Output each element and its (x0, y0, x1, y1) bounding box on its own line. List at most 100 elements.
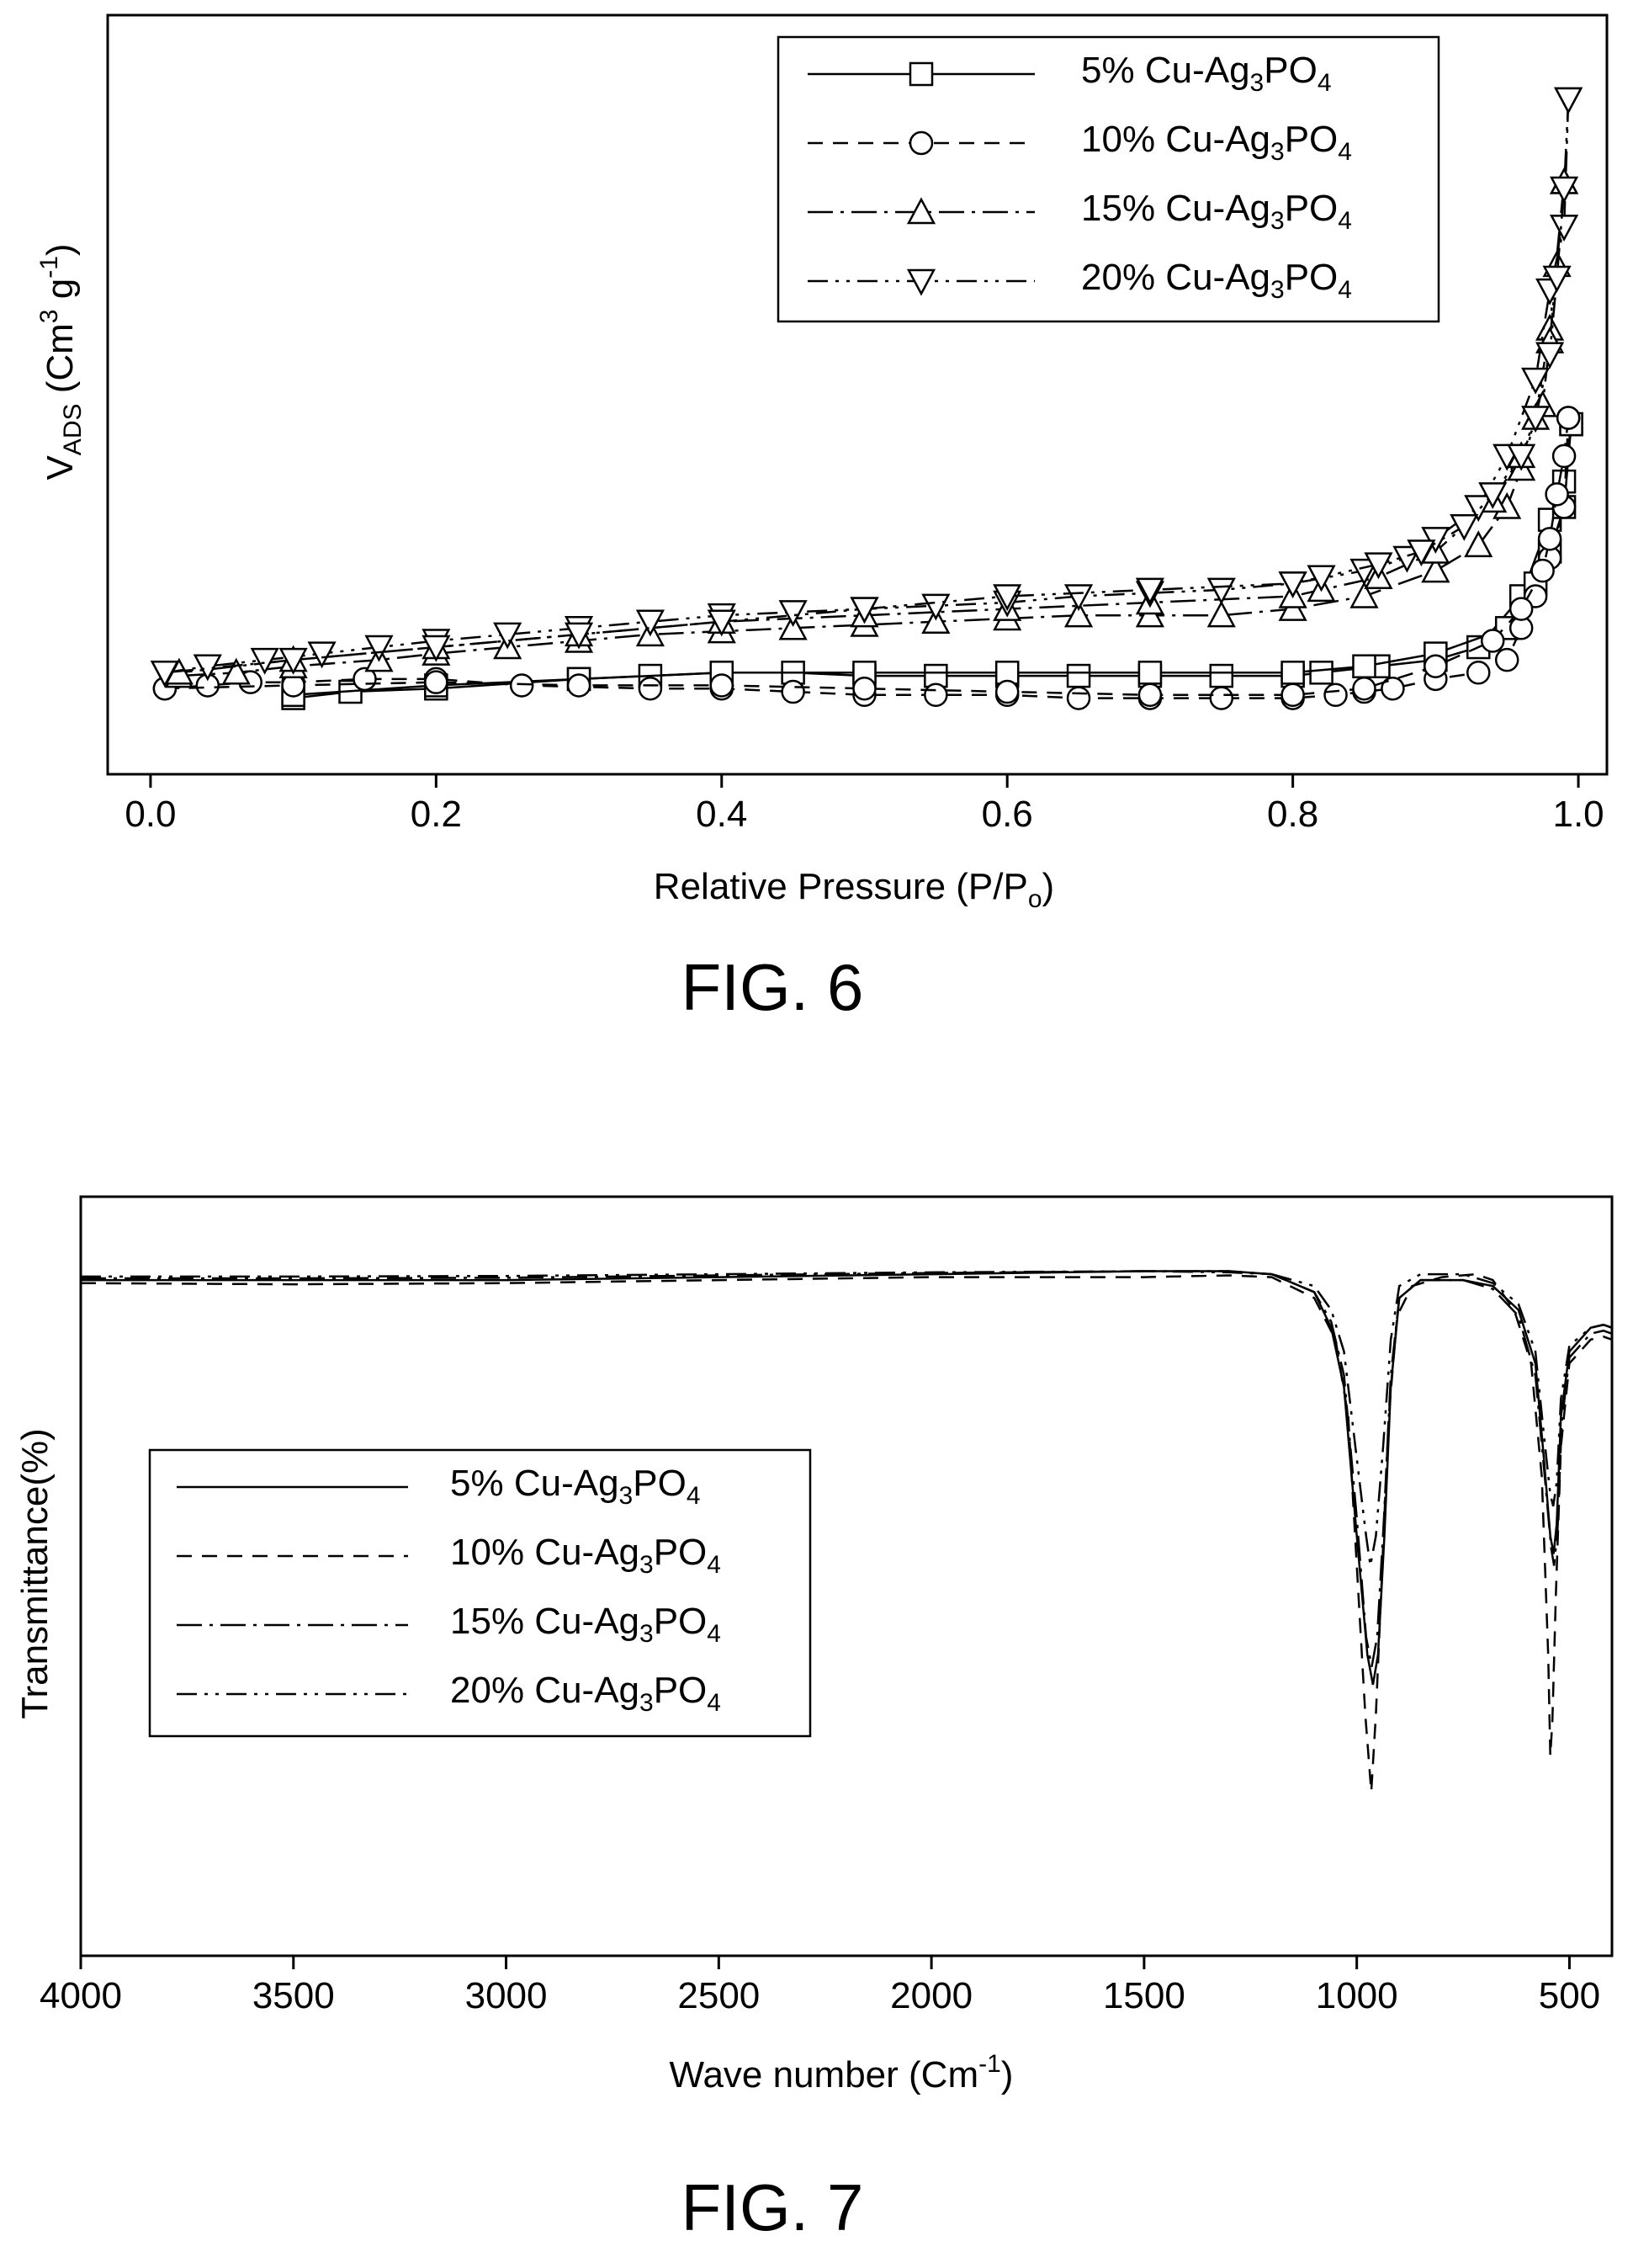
fig6-series-4-point (1307, 565, 1336, 592)
fig7-y-axis-label: Transmittance(%) (14, 1428, 56, 1719)
fig6-series-2-point (994, 679, 1020, 704)
fig6-plot-frame (106, 13, 1609, 776)
fig7-figure-label: FIG. 7 (681, 2170, 864, 2244)
fig6-series-1-point (1137, 661, 1163, 685)
fig6-series-4-point (150, 661, 179, 688)
fig7-legend-label-2: 10% Cu-Ag3PO4 (450, 1532, 721, 1579)
fig6-series-4-point (993, 584, 1022, 612)
fig7-legend-label-4: 20% Cu-Ag3PO4 (450, 1670, 721, 1717)
fig6-series-2-point (1137, 683, 1163, 708)
fig6-series-4-point (1063, 584, 1094, 612)
fig7-legend-label-1: 5% Cu-Ag3PO4 (450, 1463, 701, 1510)
fig6-series-3-point (1421, 555, 1450, 583)
fig6-legend-marker-2 (909, 130, 934, 156)
fig6-series-2-point (709, 673, 734, 698)
fig6-series-4-point (1521, 367, 1551, 395)
fig7-x-tick-label-4: 2000 (890, 1975, 973, 2016)
fig6-series-2-point (852, 676, 877, 701)
fig6-series-4-point (307, 641, 337, 669)
fig7-x-tick-label-6: 1000 (1316, 1975, 1398, 2016)
fig6-series-4-point (1549, 176, 1579, 204)
fig6-series-4-point (1549, 215, 1579, 242)
fig6-series-4-point (364, 635, 394, 662)
fig6-series-2-point (1209, 686, 1234, 710)
fig6-series-4-point (1464, 495, 1493, 523)
fig6-series-4-point (778, 600, 808, 628)
fig7-legend-samples (177, 1485, 408, 1696)
fig6-series-4-point (707, 609, 736, 637)
fig7-plot-frame (79, 1195, 1614, 1957)
fig6-y-axis-label: VADS (Cm3 g-1) (35, 243, 87, 480)
fig6-series-2-line-adsorption (164, 417, 1570, 699)
fig6-series-2-point (1537, 527, 1562, 551)
fig6-series-3-point (921, 607, 951, 634)
fig7-series-4-line (81, 1270, 1613, 1566)
fig6-series-3-point (1349, 581, 1379, 608)
fig6-series-2-point (1551, 444, 1577, 469)
fig6-series-1-point (1352, 654, 1376, 678)
fig6-legend-label-4: 20% Cu-Ag3PO4 (1081, 257, 1352, 304)
fig6-series-2-point (781, 679, 805, 704)
fig6-series-4-point (1135, 577, 1165, 605)
fig6-x-ticks: 0.0 0.2 0.4 0.6 0.8 1.0 (125, 774, 1604, 835)
fig6-series-4-point (1507, 444, 1536, 471)
fig6-series-3-point (1063, 600, 1094, 628)
fig7-series-2-line (80, 1272, 1613, 1793)
fig6-series-3-point (1206, 600, 1236, 628)
fig6-series-1-point (1066, 663, 1091, 688)
fig6-series-group (150, 87, 1583, 710)
fig6-series-2-point (1323, 683, 1348, 708)
fig6-x-tick-label-1: 0.2 (411, 794, 462, 835)
fig6-series-3-line-desorption (178, 182, 1566, 674)
fig6-series-4-point (1535, 342, 1565, 369)
fig6-x-tick-label-4: 0.8 (1267, 794, 1318, 835)
fig6-series-4-point (1407, 539, 1436, 567)
fig6-series-4-point (1364, 552, 1393, 580)
fig6-series-4-point (1278, 571, 1307, 598)
fig6-series-3-point (778, 613, 808, 640)
fig6-series-1-point (1209, 663, 1234, 688)
fig6-series-1-point (1280, 661, 1305, 685)
fig6-series-2-point (1381, 676, 1405, 701)
fig6-series-4-point (422, 635, 451, 662)
fig6-series-4-point (1478, 482, 1508, 509)
fig6-series-4-point (564, 622, 594, 650)
fig7-x-ticks: 4000 3500 3000 2500 2000 1500 1000 500 (40, 1956, 1600, 2016)
fig6-series-2-point (424, 670, 448, 694)
fig6-series-2-point (1494, 647, 1519, 672)
fig6-x-axis-label: Relative Pressure (P/Po) (654, 866, 1054, 913)
fig6-series-2-point (1545, 482, 1569, 507)
fig6-series-3-point (221, 657, 251, 685)
fig7-x-tick-label-2: 3000 (465, 1975, 548, 2016)
fig6-series-1-point (1309, 661, 1333, 685)
fig6-legend-label-2: 10% Cu-Ag3PO4 (1081, 119, 1352, 166)
fig6-series-2-point (1556, 406, 1581, 430)
fig6-legend-marker-3 (906, 197, 936, 225)
fig7-legend: 5% Cu-Ag3PO4 10% Cu-Ag3PO4 15% Cu-Ag3PO4… (148, 1448, 812, 1738)
fig6-series-4-point (1206, 577, 1236, 605)
fig6-series-4-point (278, 647, 308, 675)
fig7-series-group (80, 1270, 1613, 1793)
fig6-series-3-point (1464, 530, 1493, 558)
fig6-series-2-point (924, 683, 948, 708)
fig6-legend-marker-4 (906, 268, 936, 296)
fig6-legend-label-1: 5% Cu-Ag3PO4 (1081, 50, 1332, 97)
fig6-series-2-point (566, 673, 591, 698)
fig6-series-4-point (250, 647, 279, 675)
fig6-legend-marker-1 (909, 61, 934, 87)
fig6-series-2-point (1480, 629, 1505, 653)
fig7-legend-label-3: 15% Cu-Ag3PO4 (450, 1601, 721, 1648)
fig6-figure-label: FIG. 6 (681, 950, 864, 1024)
fig7-x-tick-label-5: 1500 (1103, 1975, 1185, 2016)
fig6-series-4-point (1450, 513, 1479, 541)
fig6-series-2-point (638, 676, 663, 701)
fig6-x-tick-label-5: 1.0 (1552, 794, 1604, 835)
fig6-legend-label-3: 15% Cu-Ag3PO4 (1081, 188, 1352, 235)
fig6-series-2-point (1066, 686, 1091, 710)
fig6-series-4-point (1554, 87, 1583, 114)
fig7-x-axis-label: Wave number (Cm-1) (670, 2050, 1014, 2095)
fig7-x-tick-label-7: 500 (1539, 1975, 1600, 2016)
fig6-legend-box (777, 35, 1440, 323)
fig6-chart: 0.0 0.2 0.4 0.6 0.8 1.0 5% Cu-Ag3PO4 10% Cu-A… (35, 13, 1609, 1024)
